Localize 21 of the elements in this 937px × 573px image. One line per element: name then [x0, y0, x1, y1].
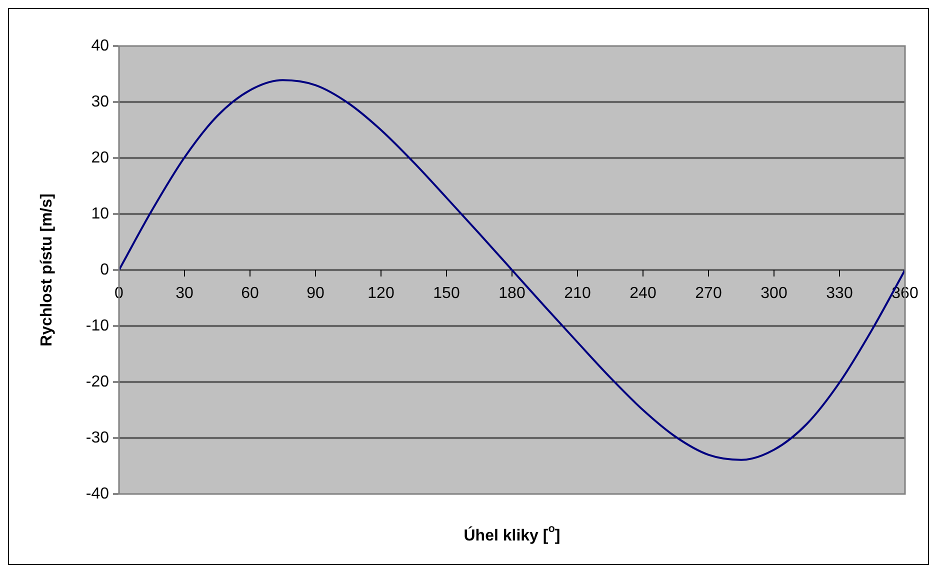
- y-axis-title: Rychlost pístu [m/s]: [38, 194, 56, 346]
- x-tick-label: 30: [176, 285, 194, 302]
- x-tick-label: 120: [368, 285, 394, 302]
- y-tick-label: 20: [91, 149, 110, 166]
- y-tick-label: -30: [86, 429, 110, 446]
- x-tick-label: 240: [630, 285, 656, 302]
- y-tick-label: 30: [91, 93, 110, 110]
- x-tick-label: 210: [564, 285, 591, 302]
- y-tick-label: 10: [91, 205, 110, 222]
- x-tick-label: 60: [241, 285, 259, 302]
- x-tick-label: 90: [306, 285, 324, 302]
- y-tick-label: -10: [86, 317, 110, 334]
- x-tick-label: 180: [498, 285, 526, 302]
- x-tick-label: 330: [826, 285, 853, 302]
- y-tick-label: -20: [86, 373, 110, 390]
- x-tick-label: 270: [695, 285, 722, 302]
- y-tick-label: 40: [91, 37, 110, 54]
- x-tick-label: 300: [760, 285, 788, 302]
- y-tick-label: -40: [86, 485, 110, 502]
- x-tick-label: 150: [433, 285, 460, 302]
- y-tick-label: 0: [100, 261, 110, 278]
